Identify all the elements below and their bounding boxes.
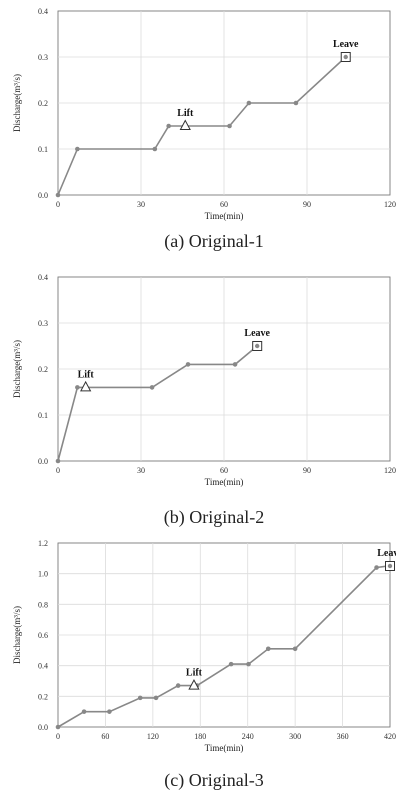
x-tick-label: 90 bbox=[303, 466, 311, 475]
lift-annotation: Lift bbox=[177, 108, 194, 119]
y-tick-label: 0.4 bbox=[38, 7, 48, 16]
y-tick-label: 0.0 bbox=[38, 457, 48, 466]
data-point bbox=[107, 709, 112, 714]
series-line bbox=[57, 56, 347, 196]
data-point bbox=[175, 683, 181, 688]
leave-point bbox=[387, 563, 393, 569]
x-tick-label: 0 bbox=[56, 732, 60, 741]
x-tick-label: 300 bbox=[289, 732, 301, 741]
data-point bbox=[152, 146, 158, 152]
x-tick-label: 240 bbox=[242, 732, 254, 741]
y-tick-label: 0.4 bbox=[38, 273, 48, 282]
y-tick-label: 0.2 bbox=[38, 99, 48, 108]
data-point bbox=[149, 385, 155, 390]
y-tick-label: 0.3 bbox=[38, 319, 48, 328]
x-tick-label: 60 bbox=[220, 466, 228, 475]
y-tick-label: 0.8 bbox=[38, 600, 48, 609]
leave-point bbox=[343, 54, 348, 60]
data-point bbox=[228, 661, 234, 667]
data-point bbox=[137, 695, 143, 701]
data-point bbox=[75, 385, 80, 390]
data-point bbox=[55, 724, 61, 730]
data-point bbox=[81, 709, 87, 714]
series-line bbox=[57, 345, 258, 462]
data-point bbox=[374, 565, 379, 570]
y-tick-label: 0.2 bbox=[38, 692, 48, 701]
y-tick-label: 0.1 bbox=[38, 411, 48, 420]
y-axis-title: Discharge(m³/s) bbox=[12, 340, 22, 398]
chart-panel-1: 0.0 0.1 0.2 0.3 0.4 0 30 60 90 120 Time(min) Discha… bbox=[12, 7, 396, 252]
x-tick-label: 120 bbox=[147, 732, 159, 741]
x-tick-label: 30 bbox=[137, 466, 145, 475]
y-tick-label: 0.0 bbox=[38, 191, 48, 200]
data-point bbox=[246, 661, 251, 667]
y-tick-label: 0.4 bbox=[38, 662, 48, 671]
x-tick-label: 420 bbox=[384, 732, 396, 741]
x-axis-title: Time(min) bbox=[205, 211, 244, 221]
series-line bbox=[57, 565, 388, 728]
data-point bbox=[265, 646, 271, 652]
x-tick-label: 360 bbox=[337, 732, 349, 741]
leave-annotation: Leave bbox=[377, 548, 396, 559]
y-axis-title: Discharge(m³/s) bbox=[12, 74, 22, 132]
data-point bbox=[293, 100, 299, 106]
y-tick-label: 1.2 bbox=[38, 539, 48, 548]
y-tick-label: 1.0 bbox=[38, 570, 48, 579]
lift-annotation: Lift bbox=[78, 369, 95, 380]
leave-annotation: Leave bbox=[333, 39, 359, 50]
x-tick-label: 90 bbox=[303, 200, 311, 209]
data-point bbox=[55, 458, 61, 464]
data-point bbox=[166, 123, 171, 129]
lift-triangle-marker bbox=[179, 119, 191, 130]
data-point bbox=[232, 362, 238, 367]
leave-annotation: Leave bbox=[244, 328, 270, 339]
chart-panel-3: 0.0 0.2 0.4 0.6 0.8 1.0 1.2 0 60 120 180 240 300 360 4… bbox=[12, 539, 396, 791]
panel-caption: (c) Original-3 bbox=[164, 770, 263, 791]
panel-caption: (a) Original-1 bbox=[164, 231, 263, 252]
panel-caption: (b) Original-2 bbox=[164, 507, 264, 528]
y-axis-title: Discharge(m³/s) bbox=[12, 606, 22, 664]
x-tick-label: 60 bbox=[101, 732, 109, 741]
lift-annotation: Lift bbox=[186, 668, 203, 679]
x-tick-label: 180 bbox=[194, 732, 206, 741]
data-point bbox=[153, 695, 159, 701]
x-axis-title: Time(min) bbox=[205, 477, 244, 487]
data-point bbox=[246, 100, 252, 106]
y-tick-label: 0.3 bbox=[38, 53, 48, 62]
data-point bbox=[55, 192, 61, 198]
y-tick-label: 0.0 bbox=[38, 723, 48, 732]
x-tick-label: 120 bbox=[384, 466, 396, 475]
x-tick-label: 30 bbox=[137, 200, 145, 209]
x-tick-label: 120 bbox=[384, 200, 396, 209]
lift-triangle-marker bbox=[188, 679, 200, 690]
data-point bbox=[227, 123, 232, 129]
x-axis-title: Time(min) bbox=[205, 743, 244, 753]
x-tick-label: 0 bbox=[56, 466, 60, 475]
leave-point bbox=[255, 343, 260, 349]
y-tick-label: 0.2 bbox=[38, 365, 48, 374]
data-point bbox=[75, 146, 80, 152]
y-tick-label: 0.6 bbox=[38, 631, 48, 640]
chart-panel-2: 0.0 0.1 0.2 0.3 0.4 0 30 60 90 120 Time(min) Discha… bbox=[12, 273, 396, 528]
data-point bbox=[292, 646, 298, 652]
data-point bbox=[185, 362, 191, 367]
lift-triangle-marker bbox=[80, 380, 92, 392]
y-tick-label: 0.1 bbox=[38, 145, 48, 154]
x-tick-label: 0 bbox=[56, 200, 60, 209]
x-tick-label: 60 bbox=[220, 200, 228, 209]
